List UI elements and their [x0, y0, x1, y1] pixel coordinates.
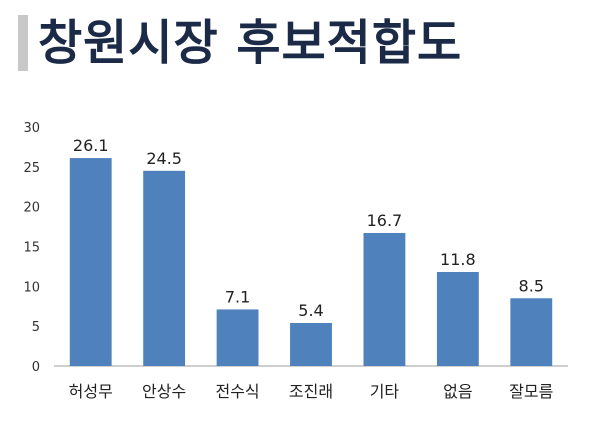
data-label: 7.1: [225, 287, 250, 306]
x-tick-label: 잘모름: [509, 382, 553, 401]
x-tick-label: 조진래: [289, 382, 333, 401]
chart-title: 창원시장 후보적합도: [38, 15, 463, 71]
y-tick-label: 25: [23, 161, 40, 176]
data-label: 16.7: [367, 211, 403, 230]
bar: [510, 298, 553, 366]
y-tick-label: 5: [32, 320, 40, 335]
x-tick-label: 허성무: [69, 382, 113, 401]
data-label: 8.5: [519, 276, 544, 295]
x-tick-label: 안상수: [142, 382, 186, 401]
y-tick-label: 20: [23, 201, 40, 216]
data-label: 26.1: [73, 136, 109, 155]
bar: [216, 309, 259, 366]
y-tick-label: 15: [23, 241, 40, 256]
bar: [143, 170, 186, 366]
bar: [290, 322, 332, 366]
x-tick-label: 기타: [370, 382, 400, 401]
data-label: 24.5: [146, 149, 182, 168]
y-tick-label: 0: [32, 360, 40, 375]
data-label: 5.4: [298, 301, 323, 320]
x-tick-label: 없음: [443, 382, 472, 401]
x-tick-label: 전수식: [215, 382, 259, 401]
data-label: 11.8: [440, 250, 476, 269]
title-accent-bar: [18, 15, 28, 71]
bar: [436, 271, 479, 366]
bar: [69, 158, 112, 366]
y-tick-label: 30: [23, 121, 40, 136]
bar: [363, 232, 406, 366]
y-tick-label: 10: [23, 280, 40, 295]
